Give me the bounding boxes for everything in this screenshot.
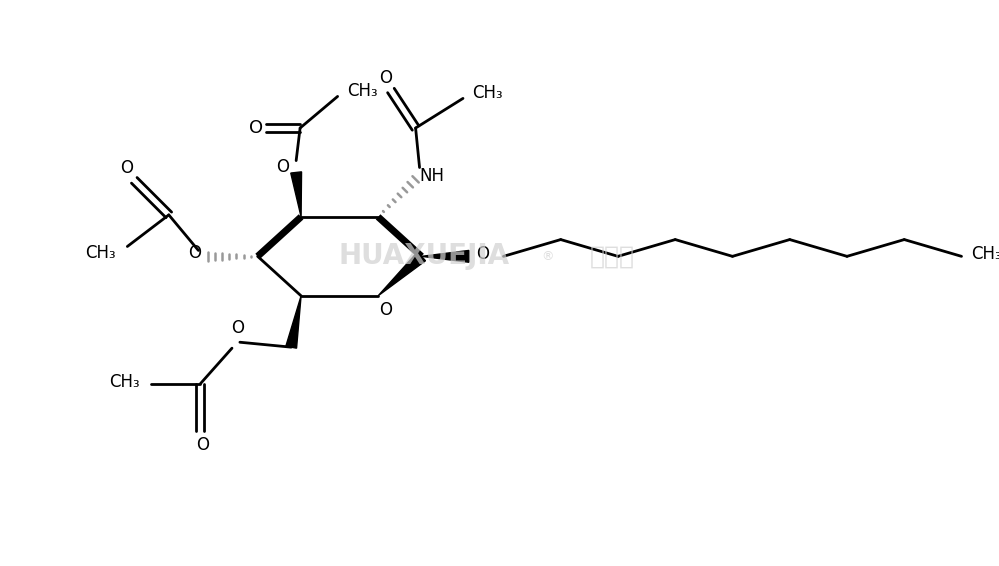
Polygon shape xyxy=(291,172,302,217)
Text: CH₃: CH₃ xyxy=(85,245,116,263)
Text: O: O xyxy=(232,319,245,337)
Text: ®: ® xyxy=(541,250,554,263)
Text: CH₃: CH₃ xyxy=(971,246,999,263)
Polygon shape xyxy=(378,252,426,296)
Text: NH: NH xyxy=(419,168,444,186)
Text: O: O xyxy=(120,160,133,178)
Polygon shape xyxy=(286,296,301,348)
Text: O: O xyxy=(196,436,209,454)
Text: CH₃: CH₃ xyxy=(109,373,140,391)
Text: CH₃: CH₃ xyxy=(473,84,502,102)
Text: O: O xyxy=(380,68,393,87)
Text: O: O xyxy=(188,245,201,263)
Text: 化学加: 化学加 xyxy=(589,245,634,268)
Text: HUAXUEJIA: HUAXUEJIA xyxy=(339,242,510,271)
Text: O: O xyxy=(380,301,393,319)
Text: O: O xyxy=(276,157,289,175)
Polygon shape xyxy=(422,250,469,262)
Text: O: O xyxy=(477,246,490,263)
Text: CH₃: CH₃ xyxy=(347,82,378,100)
Text: O: O xyxy=(249,119,263,137)
